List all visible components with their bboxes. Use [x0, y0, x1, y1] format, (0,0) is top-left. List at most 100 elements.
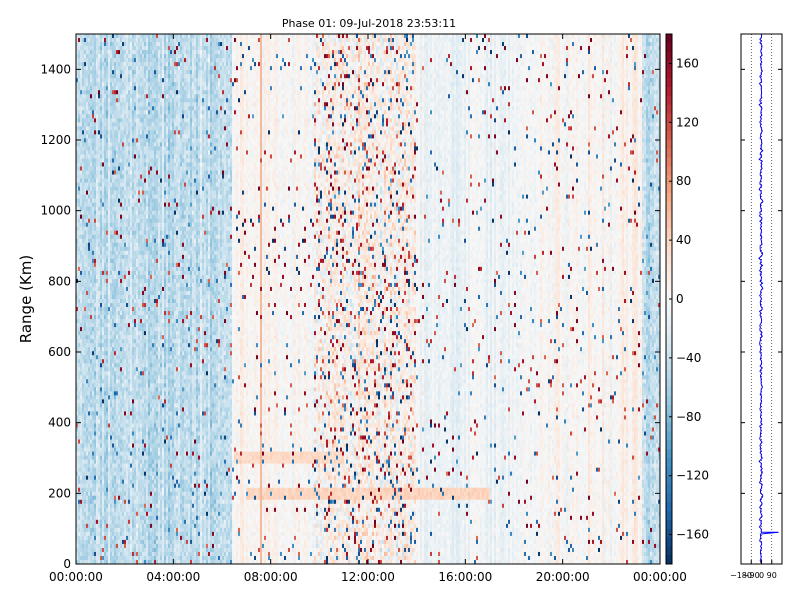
heatmap-cell: [102, 90, 105, 95]
heatmap-cell: [128, 415, 131, 420]
heatmap-cell: [96, 186, 99, 191]
heatmap-cell: [132, 499, 135, 505]
heatmap-cell: [130, 559, 133, 565]
heatmap-cell: [88, 439, 91, 444]
heatmap-cell: [120, 130, 123, 135]
heatmap-cell: [132, 507, 135, 513]
heatmap-cell: [80, 415, 83, 420]
heatmap-cell: [90, 391, 93, 396]
heatmap-cell: [92, 114, 95, 119]
heatmap-cell: [120, 158, 123, 163]
heatmap-cell: [110, 38, 113, 43]
heatmap-cell: [148, 294, 151, 300]
heatmap-cell: [126, 499, 129, 505]
heatmap-cell: [102, 230, 105, 236]
heatmap-cell: [88, 539, 91, 545]
heatmap-cell: [132, 66, 135, 71]
heatmap-cell: [108, 319, 111, 324]
heatmap-cell: [132, 282, 135, 288]
heatmap-cell: [104, 246, 107, 252]
heatmap-cell: [90, 383, 93, 388]
heatmap-cell: [128, 274, 131, 280]
heatmap-cell: [136, 411, 139, 416]
heatmap-cell: [96, 250, 99, 256]
heatmap-cell: [140, 182, 143, 187]
heatmap-cell: [104, 439, 107, 444]
heatmap-cell: [84, 323, 87, 328]
heatmap-cell: [76, 471, 79, 476]
heatmap-cell: [134, 50, 137, 55]
heatmap-cell: [114, 142, 117, 147]
heatmap-cell: [76, 407, 79, 412]
heatmap-cell: [110, 114, 113, 119]
heatmap-cell: [108, 411, 111, 416]
heatmap-cell: [84, 278, 87, 284]
heatmap-cell: [130, 218, 133, 224]
heatmap-cell: [114, 471, 117, 476]
heatmap-cell: [108, 379, 111, 384]
heatmap-cell: [150, 146, 153, 151]
heatmap-cell: [130, 431, 133, 436]
heatmap-cell: [132, 543, 135, 549]
heatmap-cell: [94, 407, 97, 412]
heatmap-cell: [142, 415, 145, 420]
heatmap-cell: [100, 278, 103, 284]
heatmap-cell: [92, 186, 95, 191]
heatmap-cell: [82, 307, 85, 312]
heatmap-cell: [98, 395, 101, 400]
heatmap-cell: [112, 543, 115, 549]
heatmap-cell: [136, 327, 139, 332]
heatmap-cell: [84, 70, 87, 75]
heatmap-cell: [100, 62, 103, 67]
heatmap-cell: [148, 359, 151, 364]
heatmap-cell: [96, 495, 99, 501]
heatmap-cell: [130, 190, 133, 195]
heatmap-cell: [76, 58, 79, 63]
heatmap-cell: [86, 503, 89, 509]
heatmap-cell: [138, 411, 141, 416]
heatmap-cell: [126, 503, 129, 509]
heatmap-cell: [90, 62, 93, 67]
heatmap-cell: [106, 262, 109, 268]
heatmap-cell: [82, 114, 85, 119]
heatmap-cell: [140, 94, 143, 99]
heatmap-cell: [114, 278, 117, 284]
heatmap-cell: [90, 162, 93, 167]
heatmap-cell: [104, 375, 107, 380]
heatmap-cell: [132, 515, 135, 521]
heatmap-cell: [76, 435, 79, 440]
heatmap-cell: [82, 202, 85, 207]
heatmap-cell: [102, 270, 105, 276]
heatmap-cell: [80, 238, 83, 244]
heatmap-cell: [84, 523, 87, 529]
heatmap-cell: [150, 307, 153, 312]
heatmap-cell: [140, 82, 143, 87]
heatmap-cell: [84, 102, 87, 107]
heatmap-cell: [136, 355, 139, 360]
heatmap-cell: [144, 286, 147, 292]
heatmap-cell: [120, 343, 123, 348]
heatmap-cell: [130, 262, 133, 268]
heatmap-cell: [122, 150, 125, 155]
heatmap-cell: [102, 190, 105, 195]
heatmap-cell: [96, 118, 99, 123]
heatmap-cell: [126, 178, 129, 183]
heatmap-cell: [146, 150, 149, 155]
heatmap-cell: [90, 274, 93, 280]
heatmap-cell: [132, 270, 135, 276]
heatmap-cell: [76, 543, 79, 549]
heatmap-cell: [100, 114, 103, 119]
heatmap-cell: [124, 230, 127, 236]
heatmap-cell: [112, 70, 115, 75]
heatmap-cell: [80, 146, 83, 151]
heatmap-cell: [136, 246, 139, 252]
heatmap-cell: [102, 58, 105, 63]
heatmap-cell: [128, 142, 131, 147]
heatmap-cell: [146, 158, 149, 163]
heatmap-cell: [126, 311, 129, 316]
heatmap-cell: [76, 294, 79, 300]
heatmap-cell: [148, 118, 151, 123]
heatmap-cell: [136, 230, 139, 236]
heatmap-cell: [122, 82, 125, 87]
heatmap-cell: [92, 250, 95, 256]
